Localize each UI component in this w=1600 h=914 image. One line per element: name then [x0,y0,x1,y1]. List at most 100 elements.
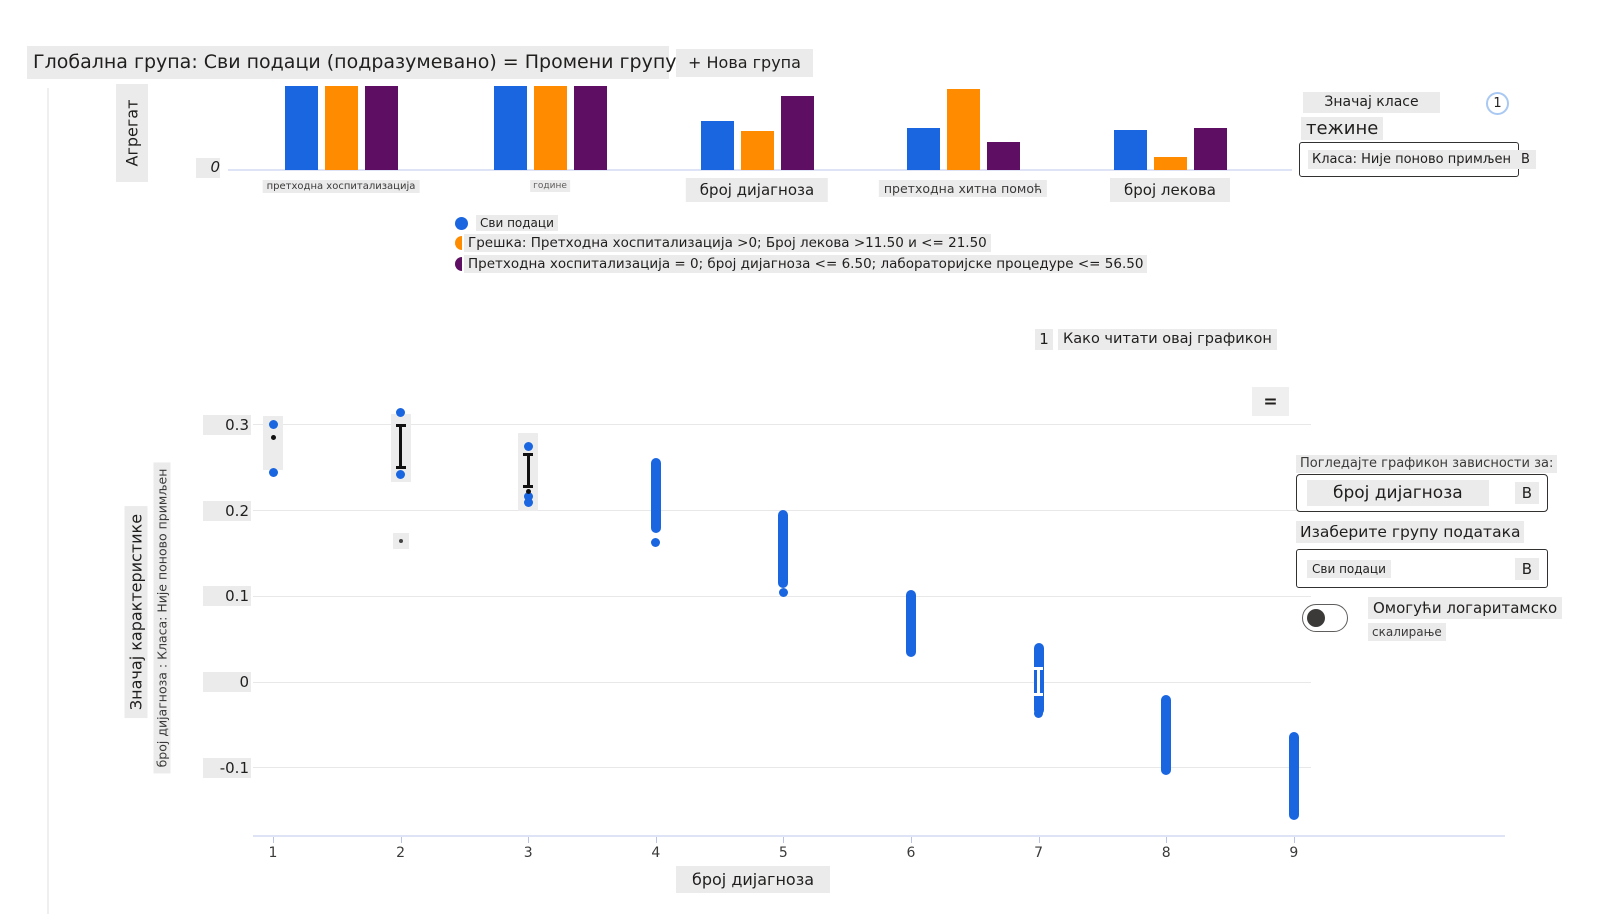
scatter-point-cluster [906,589,916,657]
log-toggle-label-line1: Омогући логаритамско [1368,597,1563,619]
scatter-point-cluster [1033,642,1044,716]
error-bar-cap-white [1034,692,1044,696]
scatter-point-cluster [1288,731,1299,820]
new-group-button[interactable]: + Нова група [676,49,813,77]
bar-Претходна хоспитализација = 0; број дијагноза <= 6.50; лабораторијске процедуре <= 56.50-претходна хоспитализација[interactable] [364,86,398,170]
scatter-point [651,537,661,547]
bar-Сви подаци-године[interactable] [493,86,527,170]
cohort-select-label: Изаберите групу података [1296,521,1525,543]
bar-Грешка-претходна хоспитализација[interactable] [324,86,358,170]
feature-select-value: број дијагноза [1307,480,1489,506]
aggregate-zero-tick: 0 [196,158,220,178]
x-tick-mark [1166,837,1168,843]
scatter-point-cluster [778,509,789,588]
bar-Сви подаци-број дијагноза[interactable] [700,121,734,170]
bar-Претходна хоспитализација = 0; број дијагноза <= 6.50; лабораторијске процедуре <= 56.50-број дијагноза[interactable] [780,96,814,170]
how-to-read-link[interactable]: Како читати овај графикон [1058,329,1277,350]
log-scale-toggle[interactable] [1302,604,1348,632]
x-tick-mark [911,837,912,843]
point-highlight [392,532,409,549]
left-divider [47,88,49,914]
x-tick-label: 7 [1034,845,1044,861]
x-tick-label: 1 [268,845,278,861]
class-weight-select-value: Класа: Није поново примљен [1308,150,1515,169]
x-axis-title: број дијагноза [675,866,831,893]
scatter-point [1034,709,1044,719]
gridline-y--0.1 [253,767,1311,769]
gridline-y-0.2 [253,510,1311,512]
y-tick-label: 0.3 [203,414,251,435]
bar-category-label: године [530,180,570,192]
aggregate-baseline [228,169,1292,171]
info-badge-icon[interactable]: 1 [1035,329,1053,350]
bar-category-label: број дијагноза [685,178,829,202]
info-badge-icon[interactable]: 1 [1486,92,1509,115]
scatter-point [396,407,406,417]
bar-Грешка-број лекова[interactable] [1153,157,1187,170]
x-tick-mark [783,837,785,843]
bar-Претходна хоспитализација = 0; број дијагноза <= 6.50; лабораторијске процедуре <= 56.50-године[interactable] [573,86,607,170]
x-tick-label: 6 [906,845,916,861]
bar-category-label: број лекова [1110,178,1230,202]
x-tick-label: 8 [1161,845,1171,861]
error-bar-cap [395,465,406,469]
x-tick-mark [1038,837,1040,843]
chevron-down-icon: В [1515,150,1536,169]
x-tick-label: 4 [651,845,661,861]
scatter-point-cluster [1161,694,1172,776]
toggle-knob [1307,609,1325,627]
bar-Грешка-године[interactable] [533,86,567,170]
point-highlight [390,413,411,482]
legend-item-label: Грешка: Претходна хоспитализација >0; Бр… [464,234,991,252]
class-weight-select[interactable]: Класа: Није поново примљен В [1299,142,1536,177]
y-tick-label: 0 [203,672,251,692]
class-importance-title: Значај класе [1303,92,1440,113]
error-bar [399,424,403,468]
x-axis-line [253,835,1505,837]
bar-Сви подаци-број лекова[interactable] [1113,130,1147,170]
bar-Сви подаци-претходна хоспитализација[interactable] [284,86,318,170]
log-toggle-label-line2: скалирање [1368,623,1446,641]
legend-item[interactable]: Претходна хоспитализација = 0; број дија… [455,255,1148,273]
bar-Претходна хоспитализација = 0; број дијагноза <= 6.50; лабораторијске процедуре <= 56.50-број лекова[interactable] [1193,128,1227,170]
cohort-select[interactable]: Сви подаци В [1296,549,1548,588]
aggregate-axis-label-text: Агрегат [122,99,142,167]
point-highlight [263,416,283,471]
feature-select[interactable]: број дијагноза В [1296,474,1548,512]
x-tick-mark [273,837,274,843]
bar-category-label: претходна хоспитализација [262,180,420,193]
chart-menu-button[interactable]: = [1252,387,1289,416]
gridline-y-0.3 [253,424,1311,426]
circle-marker-icon [455,216,468,230]
bar-Грешка-претходна хитна помоћ[interactable] [946,89,980,170]
x-tick-mark [400,837,402,843]
error-bar-cap [523,484,534,488]
y-axis-label-primary: Значај карактеристике [124,505,148,719]
y-tick-label: 0.2 [203,500,251,521]
global-cohort-title[interactable]: Глобална група: Сви подаци (подразумеван… [27,46,677,79]
cohort-select-value: Сви подаци [1307,559,1391,578]
scatter-point [523,497,533,507]
mean-point [525,489,531,495]
x-tick-label: 2 [396,845,406,861]
gridline-y-0.1 [253,595,1311,597]
scatter-point-cluster [650,457,661,533]
bar-Претходна хоспитализација = 0; број дијагноза <= 6.50; лабораторијске процедуре <= 56.50-претходна хитна помоћ[interactable] [986,142,1020,170]
legend-item[interactable]: Грешка: Претходна хоспитализација >0; Бр… [455,234,1147,252]
scatter-point [268,467,278,477]
error-bar [526,454,530,487]
bar-category-label: претходна хитна помоћ [878,180,1048,197]
scatter-point [523,441,533,451]
x-tick-mark [1293,837,1295,843]
gridline-y-0 [253,681,1311,683]
bar-Сви подаци-претходна хитна помоћ[interactable] [906,128,940,170]
legend-item[interactable]: Сви подаци [455,215,1147,231]
y-tick-label: -0.1 [203,757,251,778]
x-tick-mark [528,837,530,843]
aggregate-axis-label: Агрегат [116,84,148,182]
scatter-point [523,491,533,501]
bar-Грешка-број дијагноза[interactable] [740,131,774,170]
y-tick-label: 0.1 [203,586,251,607]
chevron-down-icon: В [1514,557,1539,580]
error-bar-white [1037,668,1041,695]
